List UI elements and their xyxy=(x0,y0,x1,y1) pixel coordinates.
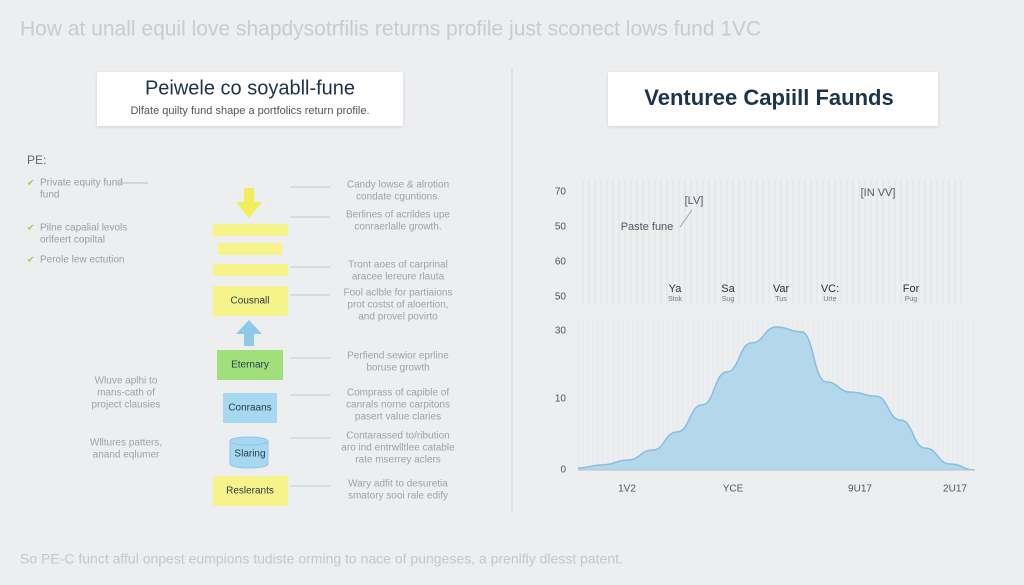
y-tick-label: 30 xyxy=(555,326,567,337)
y-tick-label: 60 xyxy=(555,257,567,268)
column-sub: Tus xyxy=(775,296,787,303)
column-sub: Stok xyxy=(668,296,683,303)
bar xyxy=(218,243,282,255)
y-tick-label: 0 xyxy=(560,465,566,476)
panel-title: Peiwele co soyabll-fune xyxy=(145,77,355,99)
column-label: Var xyxy=(773,283,790,295)
bar xyxy=(213,264,288,276)
note: anand eqlumer xyxy=(93,450,160,461)
note: aro ind entrwlltlee catable xyxy=(341,443,455,454)
cylinder xyxy=(229,436,269,469)
note: Wary adfit to desuretia xyxy=(348,479,448,490)
note: pasert value claries xyxy=(355,412,441,423)
annotation: [LV] xyxy=(685,195,704,207)
panel-title: Venturee Capiill Faunds xyxy=(644,85,893,110)
note: Contarassed to/ribution xyxy=(346,431,449,442)
note: rate mserrey aclers xyxy=(355,455,441,466)
flow-label: Eternary xyxy=(231,360,269,371)
check: ✔ xyxy=(27,254,35,264)
note: smatory sooi rale edify xyxy=(348,491,448,502)
flow-box xyxy=(213,476,288,506)
note: Tront aoes of carprinal xyxy=(348,260,448,271)
connector xyxy=(679,209,693,228)
left-title-box xyxy=(97,72,403,126)
arrow-shaft xyxy=(244,334,254,346)
list-item: fund xyxy=(40,190,59,201)
note: Berlines of acrildes upe xyxy=(346,210,450,221)
column-label: Sa xyxy=(721,283,735,295)
flow-label: Conraans xyxy=(228,403,271,414)
y-tick-label: 50 xyxy=(555,292,567,303)
note: Wlltures patters, xyxy=(90,438,162,449)
list-item: orlfeert copiltal xyxy=(40,235,105,246)
flow-box xyxy=(213,286,288,316)
note: Perfiend sewior eprline xyxy=(347,351,449,362)
column-label: For xyxy=(903,283,920,295)
note: Wluve aplhi to xyxy=(95,376,158,387)
flow-label: Reslerants xyxy=(226,486,274,497)
arrow-up xyxy=(236,320,262,334)
flow-label: Cousnall xyxy=(231,296,270,307)
panel-subtitle: Dlfate quilty fund shape a portfolics re… xyxy=(130,105,369,117)
check: ✔ xyxy=(27,177,35,187)
x-tick-label: 9U17 xyxy=(848,484,872,495)
flow-label: Slaring xyxy=(234,449,265,460)
note: conraerlalle growth. xyxy=(354,222,441,233)
x-tick-label: YCE xyxy=(723,484,744,495)
y-tick-label: 10 xyxy=(555,394,567,405)
list-heading: PE: xyxy=(27,153,46,167)
note: and provel povirto xyxy=(358,312,438,323)
note: condate cguntions. xyxy=(356,192,440,203)
column-label: Ya xyxy=(669,283,683,295)
bar xyxy=(213,224,288,236)
list-item: Private equity fund xyxy=(40,178,123,189)
footer-text: So PE-C funct afful onpest eumpions tudi… xyxy=(20,551,623,567)
column-sub: Sug xyxy=(722,296,735,303)
list-item: Pilne capalial levols xyxy=(40,223,127,234)
flow-box xyxy=(217,350,283,380)
area xyxy=(578,327,975,470)
right-title-box xyxy=(608,72,938,126)
check: ✔ xyxy=(27,222,35,232)
note: Candy lowse & alrotion xyxy=(347,180,449,191)
x-tick-label: 1V2 xyxy=(618,484,636,495)
arrow-shaft xyxy=(244,188,254,202)
note: canrals norne carpitons xyxy=(346,400,450,411)
arrow-down xyxy=(236,202,262,218)
header-title: How at unall equil love shapdysotrfilis … xyxy=(20,18,761,41)
annotation: Paste fune xyxy=(621,221,674,233)
note: project clausies xyxy=(92,400,161,411)
list-item: Perole lew ectution xyxy=(40,255,125,266)
x-tick-label: 2U17 xyxy=(943,484,967,495)
annotation: [IN VV] xyxy=(861,187,896,199)
area-line xyxy=(577,326,976,471)
note: prot costst of aloertion, xyxy=(347,300,448,311)
flow-box xyxy=(223,393,277,423)
note: Fool aclble for partiaions xyxy=(344,288,453,299)
column-sub: Pug xyxy=(905,296,918,303)
y-tick-label: 50 xyxy=(555,222,567,233)
note: mans-cath of xyxy=(97,388,155,399)
column-label: VC: xyxy=(821,283,839,295)
note: boruse growth xyxy=(366,363,429,374)
column-sub: Urte xyxy=(823,296,836,303)
note: aracee lereure rlauta xyxy=(352,272,445,283)
note: Comprass of capible of xyxy=(347,388,449,399)
y-tick-label: 70 xyxy=(555,187,567,198)
